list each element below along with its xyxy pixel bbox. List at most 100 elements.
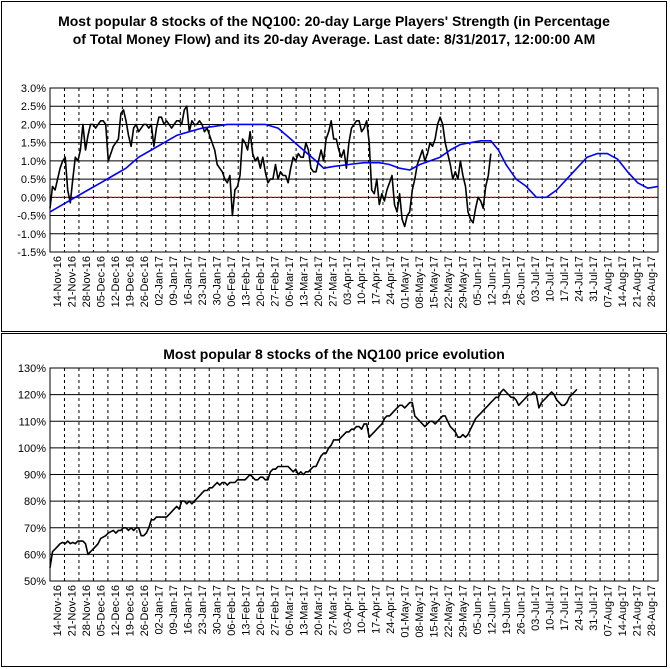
- x-tick-label: 17-Apr-17: [371, 585, 383, 634]
- x-tick-label: 21-Aug-17: [631, 256, 643, 307]
- x-tick-label: 21-Nov-16: [67, 256, 79, 307]
- x-tick-label: 28-Nov-16: [81, 256, 93, 307]
- x-tick-label: 24-Apr-17: [385, 256, 397, 305]
- x-tick-label: 24-Jul-17: [573, 256, 585, 302]
- x-tick-label: 02-Jan-17: [154, 256, 166, 306]
- x-tick-label: 17-Jul-17: [559, 256, 571, 302]
- x-tick-label: 20-Feb-17: [255, 256, 267, 307]
- x-tick-label: 27-Mar-17: [327, 585, 339, 636]
- x-tick-label: 03-Apr-17: [342, 256, 354, 305]
- x-tick-label: 13-Feb-17: [240, 585, 252, 636]
- x-tick-label: 19-Jun-17: [501, 256, 513, 306]
- x-tick-label: 15-May-17: [429, 256, 441, 309]
- x-tick-label: 10-Apr-17: [356, 585, 368, 634]
- x-tick-label: 20-Mar-17: [313, 256, 325, 307]
- x-tick-label: 31-Jul-17: [588, 256, 600, 302]
- x-tick-label: 20-Feb-17: [255, 585, 267, 636]
- x-tick-label: 09-Jan-17: [168, 256, 180, 306]
- x-tick-label: 12-Jun-17: [487, 585, 499, 635]
- x-tick-label: 13-Feb-17: [240, 256, 252, 307]
- y-tick-label: 0.5%: [21, 174, 46, 186]
- x-tick-label: 24-Jul-17: [573, 585, 585, 631]
- y-tick-label: 130%: [18, 363, 46, 375]
- x-tick-label: 10-Jul-17: [544, 585, 556, 631]
- x-tick-label: 16-Jan-17: [183, 256, 195, 306]
- x-tick-label: 07-Aug-17: [602, 585, 614, 636]
- x-tick-label: 24-Apr-17: [385, 585, 397, 634]
- chart-panel-bottom: Most popular 8 stocks of the NQ100 price…: [1, 333, 667, 667]
- x-tick-label: 08-May-17: [414, 256, 426, 309]
- x-tick-label: 23-Jan-17: [197, 256, 209, 306]
- x-tick-label: 26-Jun-17: [515, 256, 527, 306]
- plot-area: [49, 367, 659, 582]
- y-tick-label: 2.0%: [21, 119, 46, 131]
- series-line-average: [49, 123, 659, 213]
- y-tick-label: -1.0%: [17, 229, 46, 241]
- x-tick-label: 05-Jun-17: [472, 256, 484, 306]
- x-tick-label: 17-Jul-17: [559, 585, 571, 631]
- x-tick-label: 05-Dec-16: [96, 585, 108, 636]
- x-tick-label: 07-Aug-17: [602, 256, 614, 307]
- chart-title-line-2: of Total Money Flow) and its 20-day Aver…: [72, 31, 596, 47]
- y-tick-label: 60%: [24, 549, 46, 561]
- x-tick-label: 14-Nov-16: [52, 585, 64, 636]
- y-tick-label: 100%: [18, 443, 46, 455]
- x-tick-label: 28-Aug-17: [646, 585, 658, 636]
- x-tick-label: 31-Jul-17: [588, 585, 600, 631]
- x-tick-label: 26-Dec-16: [139, 256, 151, 307]
- y-tick-label: 3.0%: [21, 83, 46, 95]
- x-tick-label: 19-Dec-16: [125, 585, 137, 636]
- x-tick-label: 09-Jan-17: [168, 585, 180, 635]
- y-tick-label: 0.0%: [21, 192, 46, 204]
- y-tick-label: 2.5%: [21, 101, 46, 113]
- x-tick-label: 12-Dec-16: [110, 585, 122, 636]
- x-tick-label: 26-Jun-17: [515, 585, 527, 635]
- x-tick-label: 08-May-17: [414, 585, 426, 638]
- x-tick-label: 29-May-17: [458, 585, 470, 638]
- series-line-main: [49, 105, 492, 228]
- x-tick-label: 06-Mar-17: [284, 256, 296, 307]
- chart-title-line-1: Most popular 8 stocks of the NQ100: 20-d…: [58, 13, 610, 29]
- strength-chart: 3.0% 2.5% 2.0% 1.5% 1.0% 0.5% 0.0% -0.5% -1.0% -1…: [17, 83, 659, 309]
- x-tick-label: 14-Nov-16: [52, 256, 64, 307]
- y-tick-label: 120%: [18, 390, 46, 402]
- x-tick-label: 12-Dec-16: [110, 256, 122, 307]
- x-tick-label: 15-May-17: [429, 585, 441, 638]
- x-tick-label: 22-May-17: [443, 256, 455, 309]
- x-tick-label: 06-Feb-17: [226, 585, 238, 636]
- x-tick-label: 06-Feb-17: [226, 256, 238, 307]
- y-tick-label: 110%: [19, 416, 47, 428]
- x-tick-label: 21-Nov-16: [67, 585, 79, 636]
- x-tick-label: 28-Nov-16: [81, 585, 93, 636]
- series-line-main: [49, 388, 578, 568]
- x-tick-label: 27-Mar-17: [327, 256, 339, 307]
- x-tick-label: 03-Jul-17: [530, 256, 542, 302]
- x-tick-label: 13-Mar-17: [298, 585, 310, 636]
- x-tick-label: 26-Dec-16: [139, 585, 151, 636]
- x-tick-label: 10-Jul-17: [544, 256, 556, 302]
- plot-area: [49, 87, 659, 253]
- x-tick-label: 14-Aug-17: [617, 585, 629, 636]
- chart-panel-top: Most popular 8 stocks of the NQ100: 20-d…: [1, 1, 667, 332]
- x-tick-label: 29-May-17: [458, 256, 470, 309]
- y-tick-label: 80%: [24, 496, 46, 508]
- x-tick-label: 01-May-17: [400, 585, 412, 638]
- x-tick-label: 06-Mar-17: [284, 585, 296, 636]
- x-tick-label: 03-Apr-17: [342, 585, 354, 634]
- y-tick-label: -1.5%: [17, 247, 46, 259]
- x-tick-label: 28-Aug-17: [646, 256, 658, 307]
- x-tick-label: 27-Feb-17: [269, 585, 281, 636]
- y-tick-label: 70%: [24, 523, 46, 535]
- x-tick-label: 22-May-17: [443, 585, 455, 638]
- y-tick-label: 1.5%: [21, 138, 46, 150]
- x-tick-label: 14-Aug-17: [617, 256, 629, 307]
- x-tick-label: 12-Jun-17: [487, 256, 499, 306]
- y-tick-label: 1.0%: [21, 156, 46, 168]
- x-tick-label: 19-Dec-16: [125, 256, 137, 307]
- x-tick-label: 16-Jan-17: [183, 585, 195, 635]
- x-tick-label: 01-May-17: [400, 256, 412, 309]
- x-tick-label: 05-Jun-17: [472, 585, 484, 635]
- x-tick-label: 13-Mar-17: [298, 256, 310, 307]
- x-tick-label: 19-Jun-17: [501, 585, 513, 635]
- x-tick-label: 17-Apr-17: [371, 256, 383, 305]
